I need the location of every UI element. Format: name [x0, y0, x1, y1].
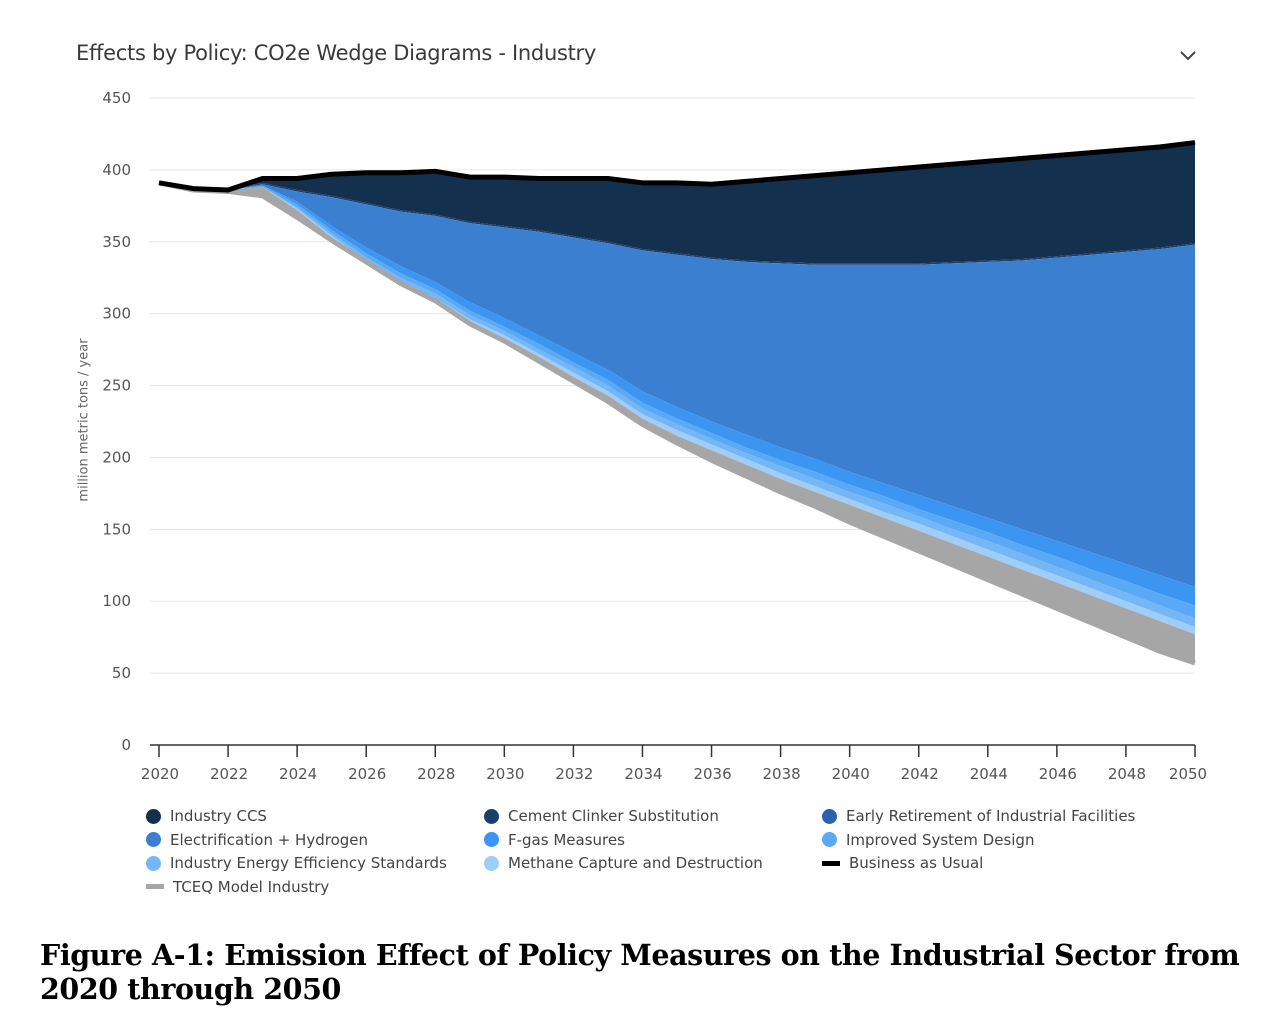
legend-dot-icon: [822, 808, 837, 824]
x-tick-label: 2028: [417, 765, 455, 783]
legend-dot-icon: [484, 832, 499, 848]
area-methane-capture-and-destruction: [159, 182, 1195, 635]
legend-dot-icon: [822, 832, 837, 848]
legend-item[interactable]: Early Retirement of Industrial Facilitie…: [822, 807, 1135, 825]
area-improved-system-design: [159, 182, 1195, 619]
area-industry-energy-efficiency-standards: [159, 182, 1195, 628]
legend-label: Electrification + Hydrogen: [170, 830, 369, 849]
x-tick-label: 2030: [486, 765, 524, 783]
x-tick-label: 2022: [210, 765, 248, 783]
legend-item[interactable]: Industry CCS: [146, 807, 267, 825]
legend-item[interactable]: TCEQ Model Industry: [146, 878, 329, 896]
x-tick-label: 2042: [901, 765, 939, 783]
legend-label: F-gas Measures: [508, 830, 625, 849]
x-tick-label: 2026: [348, 765, 386, 783]
x-tick-label: 2048: [1108, 765, 1146, 783]
y-tick-label: 100: [102, 592, 131, 610]
x-tick-label: 2044: [970, 765, 1008, 783]
legend-line-icon: [822, 860, 840, 866]
y-tick-label: 450: [102, 89, 131, 107]
x-tick-label: 2040: [832, 765, 870, 783]
legend-dot-icon: [484, 855, 499, 871]
x-tick-label: 2036: [693, 765, 731, 783]
y-tick-label: 300: [102, 305, 131, 323]
legend-item[interactable]: Industry Energy Efficiency Standards: [146, 854, 447, 872]
legend-item[interactable]: F-gas Measures: [484, 831, 625, 849]
x-tick-label: 2034: [624, 765, 662, 783]
legend-line-icon: [146, 884, 164, 890]
y-tick-label: 150: [102, 520, 131, 538]
legend-label: Improved System Design: [846, 830, 1035, 849]
y-tick-label: 50: [112, 664, 131, 682]
legend-item[interactable]: Improved System Design: [822, 831, 1034, 849]
x-tick-label: 2020: [141, 765, 179, 783]
line-business-as-usual: [158, 140, 1196, 193]
legend-dot-icon: [484, 808, 499, 824]
y-tick-label: 200: [102, 448, 131, 466]
x-tick-label: 2050: [1169, 765, 1207, 783]
legend-label: Industry CCS: [170, 807, 267, 825]
x-tick-label: 2024: [279, 765, 317, 783]
line-tceq-model-industry: [158, 180, 1196, 666]
legend-label: Business as Usual: [849, 854, 984, 873]
x-tick-label: 2032: [555, 765, 593, 783]
chevron-down-icon[interactable]: [1176, 44, 1200, 68]
legend-label: Early Retirement of Industrial Facilitie…: [846, 807, 1136, 825]
legend-item[interactable]: Electrification + Hydrogen: [146, 831, 368, 849]
area-f-gas-measures: [159, 182, 1195, 606]
y-tick-label: 400: [102, 161, 131, 179]
legend-item[interactable]: Business as Usual: [822, 854, 983, 872]
chart-legend: Industry CCS Cement Clinker Substitution E…: [146, 807, 1246, 907]
area-tceq-model-industry: [159, 182, 1195, 664]
y-tick-label: 350: [102, 233, 131, 251]
legend-label: Cement Clinker Substitution: [508, 807, 719, 825]
x-tick-label: 2046: [1039, 765, 1077, 783]
legend-item[interactable]: Methane Capture and Destruction: [484, 854, 763, 872]
legend-dot-icon: [146, 855, 161, 871]
legend-label: Methane Capture and Destruction: [508, 854, 763, 873]
legend-dot-icon: [146, 808, 161, 824]
x-tick-label: 2038: [763, 765, 801, 783]
legend-item[interactable]: Cement Clinker Substitution: [484, 807, 719, 825]
y-tick-label: 0: [121, 736, 131, 754]
legend-label: Industry Energy Efficiency Standards: [170, 854, 447, 873]
y-tick-label: 250: [102, 377, 131, 395]
chart-title: Effects by Policy: CO2e Wedge Diagrams -…: [76, 41, 597, 65]
area-electrification-hydrogen: [159, 182, 1195, 587]
figure-caption: Figure A-1: Emission Effect of Policy Me…: [40, 938, 1240, 1006]
legend-label: TCEQ Model Industry: [173, 877, 330, 896]
chart-plot-area: 0 50 100 150 200 250 300 350 400 450 2020 2022 2024 2…: [102, 89, 1207, 783]
legend-dot-icon: [146, 832, 161, 848]
